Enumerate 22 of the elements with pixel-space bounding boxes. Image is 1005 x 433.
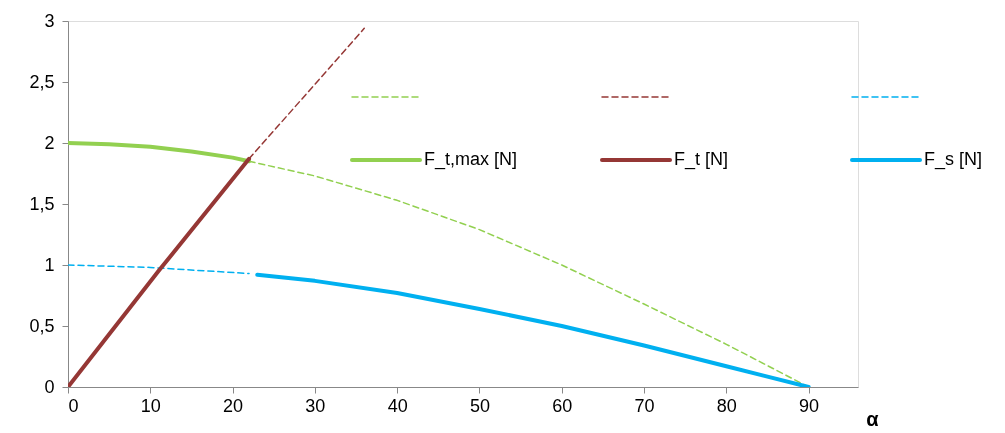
- y-tick-label: 2,5: [29, 71, 55, 92]
- legend-label: F_t,max [N]: [424, 149, 518, 170]
- x-axis-title: α: [866, 407, 880, 430]
- x-tick-label: 80: [716, 395, 737, 416]
- legend-label: F_t [N]: [674, 149, 729, 170]
- x-tick-label: 10: [140, 395, 161, 416]
- y-tick-label: 1,5: [29, 193, 55, 214]
- x-tick-label: 60: [552, 395, 573, 416]
- x-tick-label: 70: [634, 395, 655, 416]
- x-tick-label: 50: [469, 395, 490, 416]
- x-tick-label: 30: [305, 395, 326, 416]
- y-tick-label: 1: [44, 254, 55, 275]
- x-tick-label: 0: [68, 395, 79, 416]
- y-tick-label: 3: [44, 10, 55, 31]
- x-tick-label: 90: [799, 395, 820, 416]
- y-tick-label: 0,5: [29, 315, 55, 336]
- y-tick-label: 0: [44, 376, 55, 397]
- x-tick-label: 40: [387, 395, 408, 416]
- y-tick-label: 2: [44, 132, 55, 153]
- legend-label: F_s [N]: [924, 149, 983, 170]
- line-series: [255, 272, 811, 387]
- x-tick-label: 20: [223, 395, 244, 416]
